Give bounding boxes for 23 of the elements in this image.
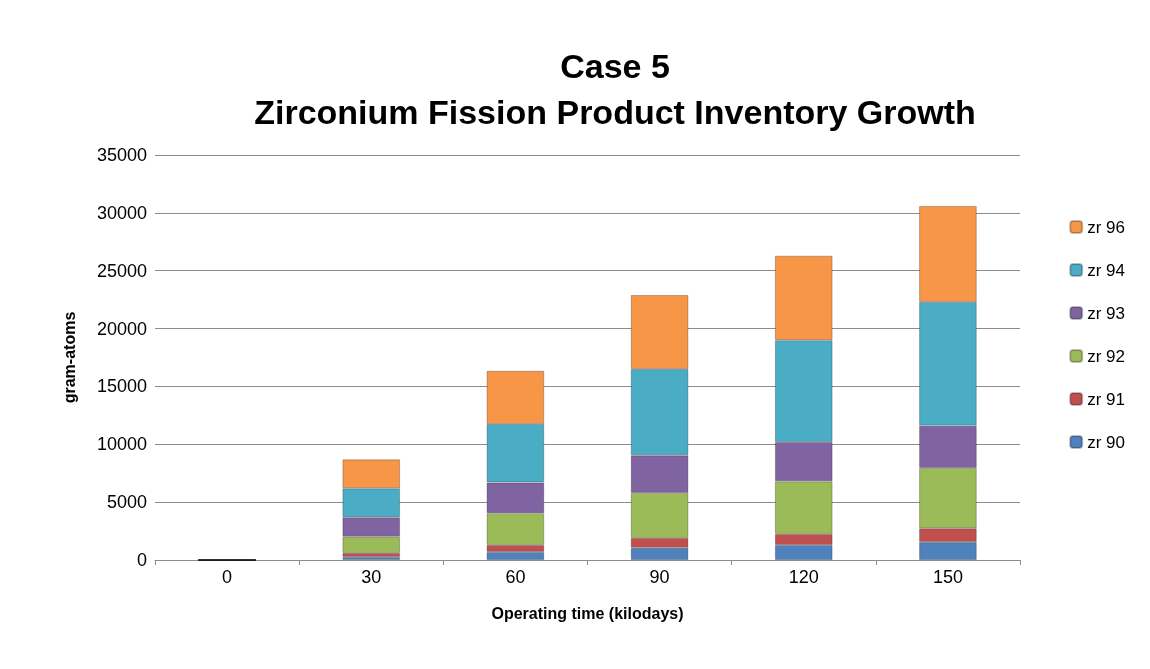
y-tick-label: 20000 — [96, 318, 147, 339]
y-tick-label: 0 — [136, 550, 147, 570]
y-axis-title: gram-atoms — [60, 311, 78, 404]
legend-label: zr 92 — [1087, 346, 1125, 366]
x-tick-label: 90 — [649, 567, 670, 587]
legend-label: zr 93 — [1087, 303, 1125, 323]
legend-label: zr 90 — [1087, 432, 1125, 452]
y-tick-label: 25000 — [96, 260, 147, 281]
y-tick-label: 35000 — [96, 145, 147, 165]
legend-label: zr 94 — [1087, 260, 1125, 280]
y-tick-label: 10000 — [96, 434, 147, 455]
x-tick-label: 150 — [932, 567, 963, 587]
x-tick-label: 120 — [788, 567, 819, 587]
x-axis-title: Operating time (kilodays) — [491, 604, 684, 622]
chart-title: Case 5 Zirconium Fission Product Inventory Growth — [254, 47, 976, 131]
legend-label: zr 96 — [1087, 217, 1125, 237]
legend-label: zr 91 — [1087, 389, 1125, 409]
y-tick-label: 30000 — [96, 202, 147, 223]
y-tick-label: 5000 — [106, 492, 147, 513]
x-tick-label: 30 — [361, 567, 382, 587]
y-tick-label: 15000 — [96, 376, 147, 397]
x-tick-label: 60 — [505, 567, 526, 587]
x-tick-label: 0 — [222, 567, 233, 587]
